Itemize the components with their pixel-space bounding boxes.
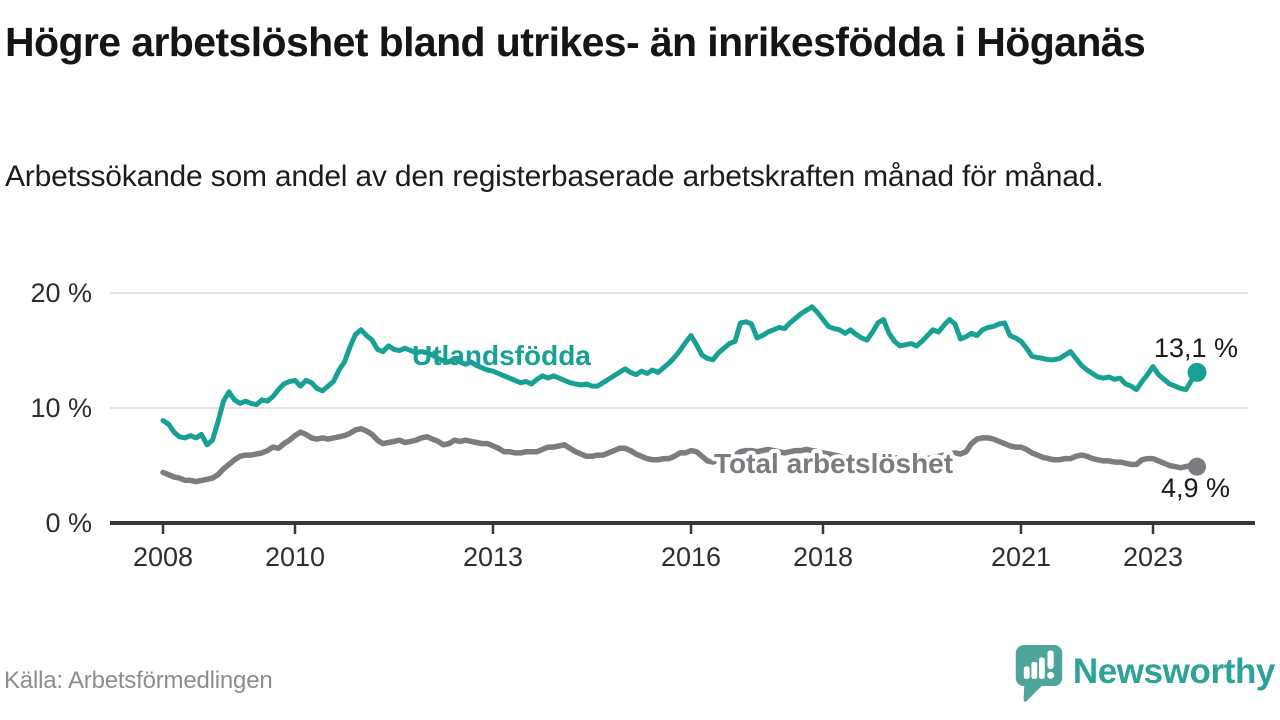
series-label-utlandsfodda: Utlandsfödda (412, 340, 591, 371)
x-tick-label-2021: 2021 (991, 542, 1051, 572)
end-dot-utlandsfodda (1187, 362, 1207, 382)
x-tick-label-2023: 2023 (1123, 542, 1183, 572)
series-label-total-arbetsloshet: Total arbetslöshet (714, 448, 953, 479)
x-tick-label-2013: 2013 (463, 542, 523, 572)
chart-subtitle: Arbetssökande som andel av den registerb… (5, 160, 1104, 193)
value-label-utlandsfodda: 13,1 % (1154, 333, 1238, 363)
newsworthy-logo: Newsworthy (1014, 644, 1275, 704)
y-tick-label-0: 0 % (45, 508, 92, 538)
x-tick-label-2018: 2018 (793, 542, 853, 572)
newsworthy-logo-icon (1015, 644, 1063, 702)
end-dot-total-arbetsloshet (1188, 457, 1206, 476)
series-line-utlandsfodda (160, 304, 1200, 448)
x-tick-label-2008: 2008 (133, 542, 193, 572)
x-tick-label-2016: 2016 (661, 542, 721, 572)
y-tick-label-10: 10 % (30, 393, 92, 423)
series-line-total-arbetsloshet (160, 425, 1200, 485)
newsworthy-wordmark: Newsworthy (1072, 652, 1276, 691)
value-label-total-arbetsloshet: 4,9 % (1161, 473, 1230, 503)
chart-title: Högre arbetslöshet bland utrikes- än inr… (5, 19, 1146, 65)
source-attribution: Källa: Arbetsförmedlingen (4, 667, 273, 694)
x-tick-label-2010: 2010 (265, 542, 325, 572)
y-tick-label-20: 20 % (30, 278, 92, 308)
